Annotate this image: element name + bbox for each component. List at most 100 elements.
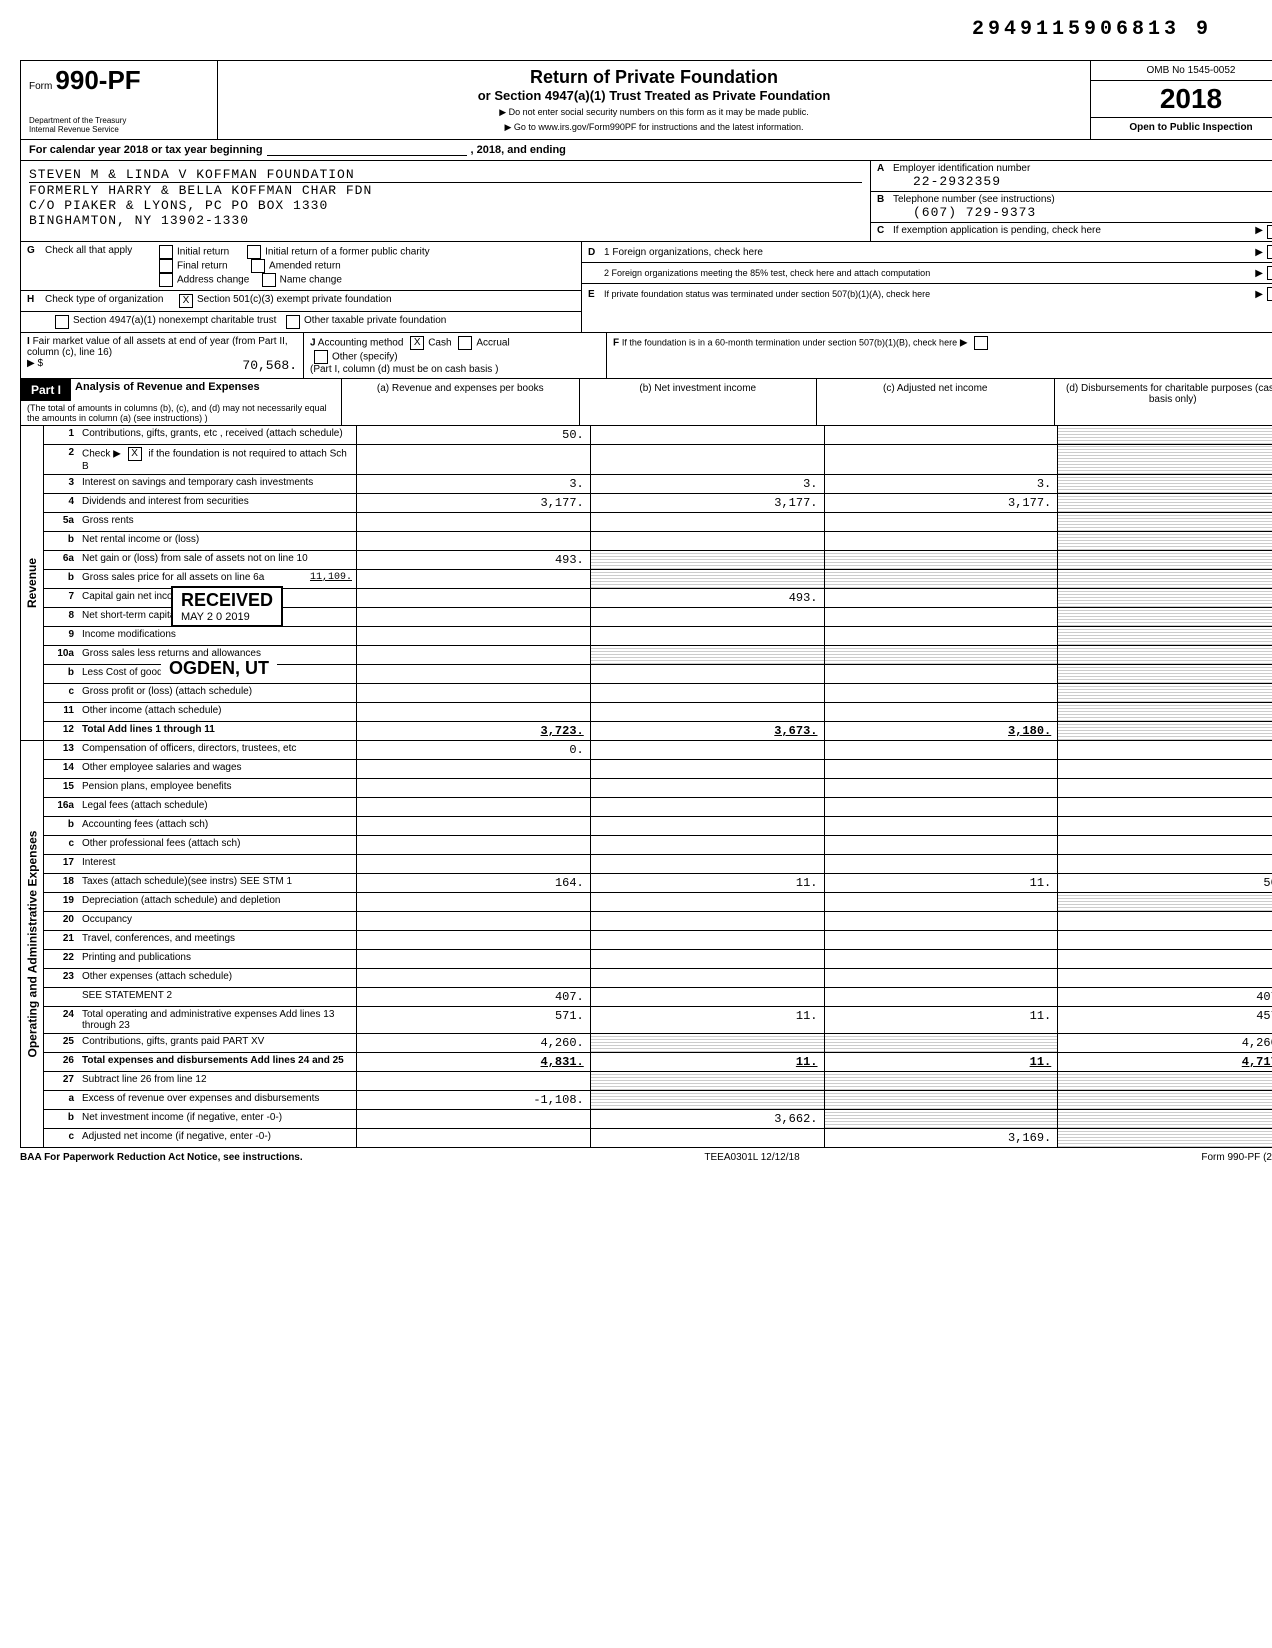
label-b: B — [877, 194, 893, 220]
cell-c — [825, 703, 1059, 721]
table-row: 12 Total Add lines 1 through 11 3,723. 3… — [44, 722, 1272, 740]
calendar-text: For calendar year 2018 or tax year begin… — [29, 144, 263, 156]
checkbox-other-taxable[interactable] — [286, 315, 300, 329]
cell-d — [1058, 1072, 1272, 1090]
cell-a: 4,260. — [357, 1034, 591, 1052]
line-num: 12 — [44, 722, 78, 740]
table-row: 14 Other employee salaries and wages — [44, 760, 1272, 779]
table-row: 24 Total operating and administrative ex… — [44, 1007, 1272, 1034]
cell-a — [357, 912, 591, 930]
checkbox-c[interactable] — [1267, 225, 1272, 239]
cell-b — [591, 798, 825, 816]
line-num: 4 — [44, 494, 78, 512]
cell-a: 4,831. — [357, 1053, 591, 1071]
table-row: c Other professional fees (attach sch) — [44, 836, 1272, 855]
form-warning: ▶ Do not enter social security numbers o… — [224, 107, 1084, 118]
cell-a — [357, 836, 591, 854]
arrow-icon: ▶ — [960, 338, 968, 349]
opt-namechange: Name change — [280, 275, 342, 286]
checkbox-other[interactable] — [314, 350, 328, 364]
cell-a — [357, 779, 591, 797]
col-a-header: (a) Revenue and expenses per books — [342, 379, 580, 425]
table-row: 1 Contributions, gifts, grants, etc , re… — [44, 426, 1272, 445]
label-i: I — [27, 336, 30, 347]
checkbox-amended[interactable] — [251, 259, 265, 273]
cell-a — [357, 646, 591, 664]
line-num: 15 — [44, 779, 78, 797]
line-num: 10a — [44, 646, 78, 664]
checkbox-final-return[interactable] — [159, 259, 173, 273]
cell-d — [1058, 836, 1272, 854]
checkbox-501c3[interactable]: X — [179, 294, 193, 308]
cell-b — [591, 646, 825, 664]
cell-c: 11. — [825, 874, 1059, 892]
line-desc: Depreciation (attach schedule) and deple… — [78, 893, 357, 911]
line-num: 24 — [44, 1007, 78, 1033]
cell-b — [591, 703, 825, 721]
line-num: b — [44, 570, 78, 588]
cell-c — [825, 426, 1059, 444]
opt-accrual: Accrual — [476, 338, 509, 349]
cell-c — [825, 1110, 1059, 1128]
check-sections: G Check all that apply Initial return In… — [20, 242, 1272, 333]
line-num: 14 — [44, 760, 78, 778]
calendar-mid: , 2018, and ending — [471, 144, 566, 156]
table-row: 26 Total expenses and disbursements Add … — [44, 1053, 1272, 1072]
e-label: If private foundation status was termina… — [604, 289, 1255, 299]
line-num: c — [44, 1129, 78, 1147]
line-desc: Interest — [78, 855, 357, 873]
revenue-side-label: Revenue — [21, 426, 44, 740]
cell-b — [591, 570, 825, 588]
form-header: Form 990-PF Department of the Treasury I… — [20, 60, 1272, 140]
line-desc: Gross profit or (loss) (attach schedule) — [78, 684, 357, 702]
cell-b — [591, 741, 825, 759]
cell-a: 407. — [357, 988, 591, 1006]
cell-b — [591, 779, 825, 797]
cell-d: 4,717. — [1058, 1053, 1272, 1071]
cell-d: 4,260. — [1058, 1034, 1272, 1052]
cell-c — [825, 627, 1059, 645]
checkbox-address-change[interactable] — [159, 273, 173, 287]
line-num: 2 — [44, 445, 78, 474]
checkbox-f[interactable] — [974, 336, 988, 350]
cell-b — [591, 1072, 825, 1090]
checkbox-accrual[interactable] — [458, 336, 472, 350]
d1-label: 1 Foreign organizations, check here — [604, 247, 1255, 258]
line-desc: Accounting fees (attach sch) — [78, 817, 357, 835]
cell-d — [1058, 931, 1272, 949]
part1-header: Part I Analysis of Revenue and Expenses … — [20, 379, 1272, 426]
line-num: 17 — [44, 855, 78, 873]
cell-d — [1058, 779, 1272, 797]
line-desc: Printing and publications — [78, 950, 357, 968]
checkbox-initial-former[interactable] — [247, 245, 261, 259]
checkbox-d2[interactable] — [1267, 266, 1272, 280]
part1-title: Analysis of Revenue and Expenses — [75, 381, 260, 393]
cell-b — [591, 627, 825, 645]
line-num: b — [44, 532, 78, 550]
line-desc: Taxes (attach schedule)(see instrs) SEE … — [78, 874, 357, 892]
line-num: c — [44, 684, 78, 702]
cell-b — [591, 988, 825, 1006]
checkbox-d1[interactable] — [1267, 245, 1272, 259]
checkbox-cash[interactable]: X — [410, 336, 424, 350]
table-row: 5a Gross rents — [44, 513, 1272, 532]
table-row: b Net rental income or (loss) — [44, 532, 1272, 551]
cell-b — [591, 426, 825, 444]
line-num: 21 — [44, 931, 78, 949]
cell-d — [1058, 627, 1272, 645]
checkbox-name-change[interactable] — [262, 273, 276, 287]
line-num: 11 — [44, 703, 78, 721]
table-row: 13 Compensation of officers, directors, … — [44, 741, 1272, 760]
line-desc: Contributions, gifts, grants, etc , rece… — [78, 426, 357, 444]
checkbox-initial-return[interactable] — [159, 245, 173, 259]
cell-a — [357, 513, 591, 531]
label-c: C — [877, 225, 893, 239]
line-num: c — [44, 836, 78, 854]
cell-c — [825, 893, 1059, 911]
cell-d — [1058, 893, 1272, 911]
table-row: 19 Depreciation (attach schedule) and de… — [44, 893, 1272, 912]
checkbox-4947[interactable] — [55, 315, 69, 329]
table-row: 11 Other income (attach schedule) — [44, 703, 1272, 722]
checkbox-e[interactable] — [1267, 287, 1272, 301]
cell-b — [591, 1034, 825, 1052]
